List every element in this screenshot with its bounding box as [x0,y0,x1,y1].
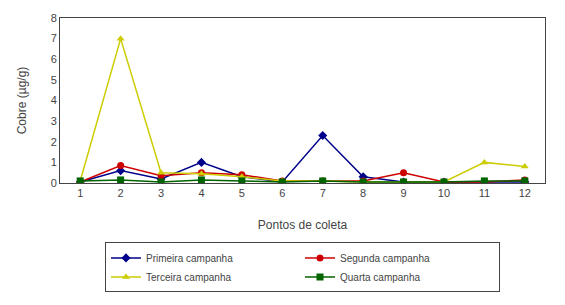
svg-text:1: 1 [51,156,57,168]
svg-text:8: 8 [51,12,57,24]
svg-text:6: 6 [51,53,57,65]
svg-text:4: 4 [51,94,57,106]
svg-text:Terceira campanha: Terceira campanha [146,272,231,283]
svg-text:Quarta campanha: Quarta campanha [340,272,420,283]
svg-text:10: 10 [438,187,450,199]
svg-text:5: 5 [51,74,57,86]
svg-text:2: 2 [51,136,57,148]
svg-text:8: 8 [360,187,366,199]
svg-text:5: 5 [239,187,245,199]
svg-text:7: 7 [320,187,326,199]
svg-text:1: 1 [77,187,83,199]
svg-text:Pontos de coleta: Pontos de coleta [258,218,348,232]
svg-text:2: 2 [118,187,124,199]
svg-text:11: 11 [479,187,490,199]
svg-text:6: 6 [279,187,285,199]
svg-text:Segunda campanha: Segunda campanha [340,253,430,264]
svg-text:Primeira campanha: Primeira campanha [146,253,233,264]
svg-text:12: 12 [519,187,531,199]
svg-text:0: 0 [51,177,57,189]
svg-text:4: 4 [198,187,204,199]
svg-text:3: 3 [158,187,164,199]
svg-text:3: 3 [51,115,57,127]
svg-text:7: 7 [51,32,57,44]
svg-text:Cobre (µg/g): Cobre (µg/g) [15,67,29,135]
svg-text:9: 9 [400,187,406,199]
